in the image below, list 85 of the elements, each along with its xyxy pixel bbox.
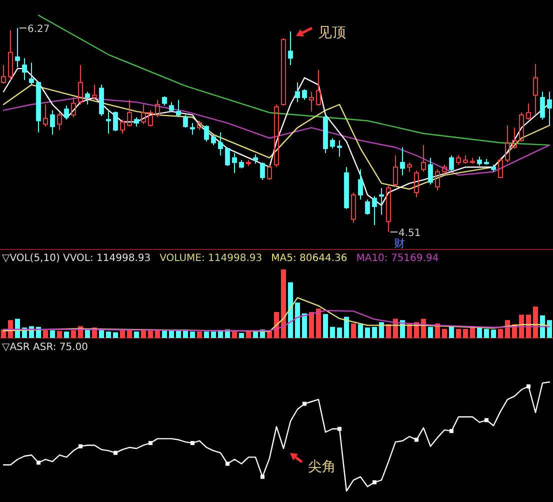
bar	[134, 332, 140, 338]
bar	[84, 330, 90, 338]
bar	[232, 332, 238, 338]
candlestick	[547, 91, 552, 126]
bar	[238, 332, 244, 338]
candlestick	[218, 132, 223, 156]
bar	[490, 330, 496, 338]
annotation: 4.51	[398, 228, 421, 239]
bar	[280, 270, 286, 338]
point	[78, 444, 82, 448]
point	[114, 450, 118, 455]
candlestick	[288, 30, 293, 66]
bar	[140, 330, 146, 338]
bar	[358, 324, 364, 338]
point	[36, 460, 40, 465]
point	[148, 441, 152, 446]
candlestick	[22, 58, 27, 81]
bar	[50, 330, 56, 338]
bar	[210, 332, 216, 338]
bar	[266, 330, 272, 338]
candlestick	[106, 110, 111, 134]
bar	[176, 330, 182, 338]
point	[414, 438, 418, 442]
bar	[56, 330, 62, 338]
bar	[168, 330, 174, 338]
bar	[288, 282, 294, 338]
bar	[330, 326, 336, 338]
point	[260, 474, 264, 479]
bar	[112, 332, 118, 338]
bar	[546, 320, 552, 338]
bar	[470, 326, 476, 338]
point	[302, 402, 306, 406]
point	[484, 418, 488, 422]
bar	[42, 330, 48, 338]
bar	[336, 328, 342, 338]
annotation: 尖角	[308, 459, 336, 475]
bar	[498, 328, 504, 338]
text: 财	[394, 237, 405, 250]
point	[226, 462, 230, 466]
point	[526, 384, 530, 388]
bar	[484, 328, 490, 338]
chart-title: ▽ASR ASR: 75.00	[2, 342, 88, 353]
bar	[428, 326, 434, 338]
text: VOLUME: 114998.93	[160, 253, 262, 264]
point	[190, 441, 194, 446]
annotation: 见顶	[318, 25, 346, 41]
bar	[148, 330, 154, 338]
bar	[378, 322, 384, 338]
point	[372, 480, 376, 484]
point	[338, 426, 342, 431]
candlestick	[533, 63, 538, 116]
candlestick	[379, 187, 384, 216]
bar	[252, 332, 258, 338]
bar	[448, 326, 454, 338]
bar	[190, 332, 196, 338]
candlestick	[232, 152, 237, 174]
bar	[126, 330, 132, 338]
annotation: 6.27	[28, 24, 50, 35]
bar	[120, 330, 126, 338]
bar	[196, 332, 202, 338]
bar	[246, 332, 252, 338]
bar	[162, 330, 168, 338]
bar	[308, 312, 314, 338]
bar	[442, 328, 448, 338]
bar	[322, 314, 328, 338]
bar	[372, 326, 378, 338]
bar	[532, 306, 538, 338]
bar	[70, 330, 76, 338]
bar	[462, 328, 468, 338]
bar	[364, 328, 370, 338]
bar	[64, 332, 70, 338]
bar	[106, 332, 112, 338]
text: MA10: 75169.94	[356, 253, 439, 264]
bar	[476, 326, 482, 338]
bar	[456, 328, 462, 338]
bar	[204, 332, 210, 338]
bar	[302, 313, 308, 338]
bar	[344, 316, 350, 338]
text: MA5: 80644.36	[271, 253, 348, 264]
bar	[316, 308, 322, 338]
candlestick	[15, 28, 20, 68]
point	[450, 429, 454, 434]
bar	[294, 302, 300, 338]
chart-title: ▽VOL(5,10) VVOL: 114998.93	[2, 253, 151, 264]
bar	[350, 324, 356, 338]
